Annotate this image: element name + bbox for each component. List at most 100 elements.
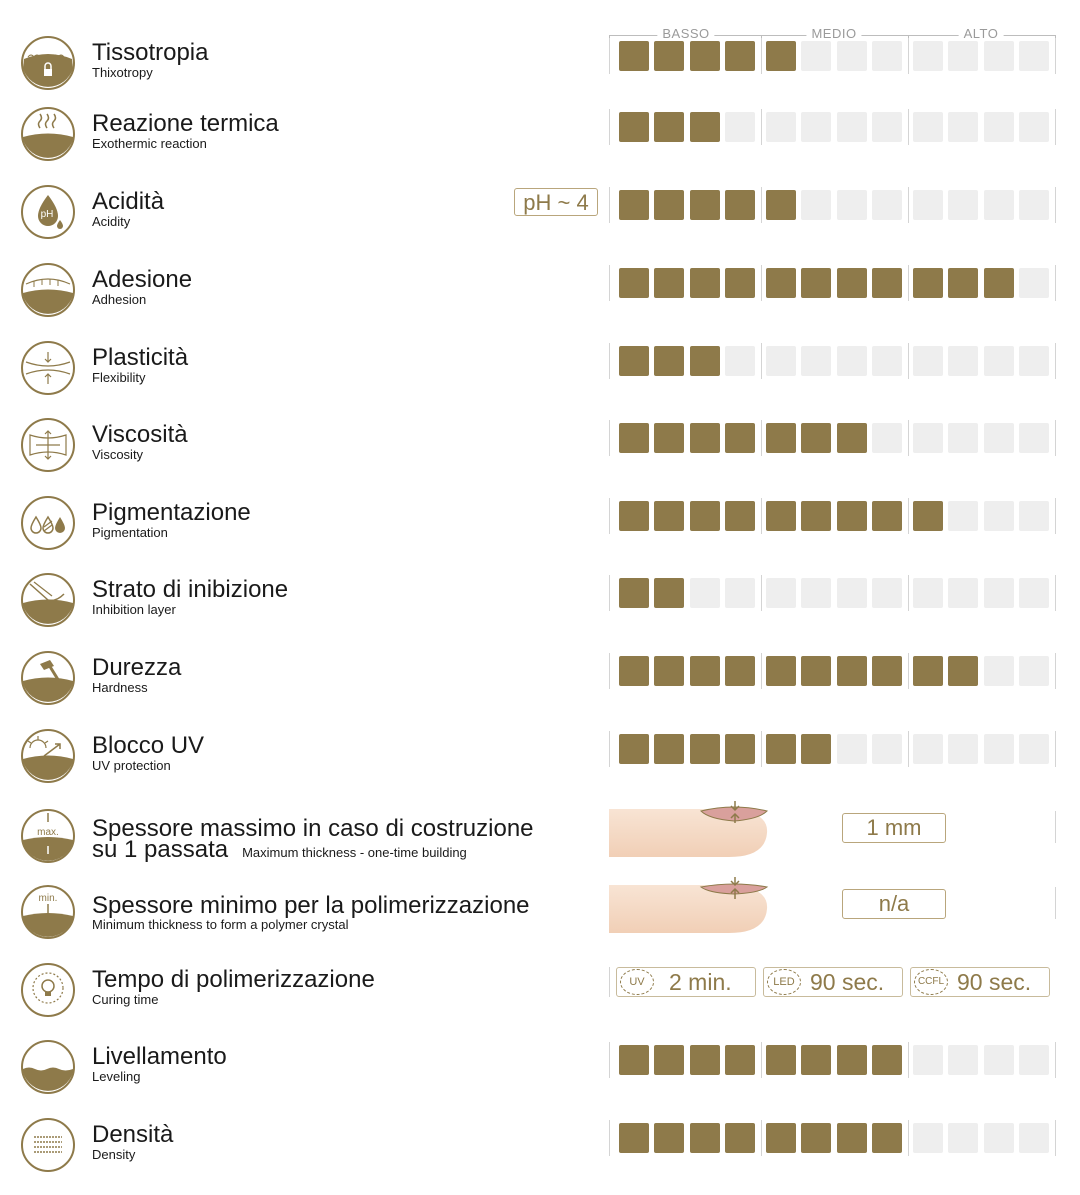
meter-separator [609,575,610,611]
level-square-empty [948,346,979,376]
row-title: Adesione [92,266,193,293]
level-square-filled [871,268,902,298]
meter-separator [908,187,909,223]
level-square-filled [689,268,720,298]
level-square-empty [948,734,979,764]
level-square-filled [871,501,902,531]
cure-time: 90 sec. [810,969,885,995]
level-square-empty [983,734,1014,764]
level-square-empty [871,41,902,71]
level-square-empty [913,578,943,608]
level-square-filled [654,423,685,453]
pigmentation-drops-icon [20,495,76,551]
row-title: Viscosità [92,421,188,448]
thixotropy-icon [20,35,76,91]
meter-separator [609,187,610,223]
level-square-empty [913,734,943,764]
level-square-filled [766,190,796,220]
row-subtitle: Density [92,1147,136,1162]
property-row: Strato di inibizione Inhibition layer [0,572,1080,650]
level-square-empty [1018,346,1049,376]
scale-label-mid: MEDIO [806,26,862,41]
level-square-filled [619,578,649,608]
level-square-empty [983,41,1014,71]
property-row: Reazione termica Exothermic reaction [0,106,1080,184]
row-subtitle: Minimum thickness to form a polymer crys… [92,917,349,932]
meter-separator [908,731,909,767]
property-row: Livellamento Leveling [0,1039,1080,1117]
level-square-filled [654,734,685,764]
meter-separator [1055,420,1056,456]
level-square-empty [913,1045,943,1075]
level-square-filled [801,656,832,686]
level-square-filled [689,1123,720,1153]
level-square-filled [654,112,685,142]
level-square-filled [871,656,902,686]
min-thickness-value: n/a [842,889,946,919]
level-square-empty [1018,656,1049,686]
meter-separator [908,265,909,301]
level-square-filled [983,268,1014,298]
level-square-empty [836,346,867,376]
level-square-empty [689,578,720,608]
flexibility-icon [20,340,76,396]
scale-tick [1055,811,1056,843]
leveling-icon [20,1039,76,1095]
property-row: pH Acidità Acidity pH ~ 4 [0,184,1080,262]
meter-separator [761,265,762,301]
level-meter [609,265,1056,301]
density-icon [20,1117,76,1173]
level-square-filled [836,1123,867,1153]
property-row: Durezza Hardness [0,650,1080,728]
meter-separator [1055,38,1056,74]
level-square-filled [801,423,832,453]
meter-separator [1055,109,1056,145]
row-subtitle: Curing time [92,992,159,1007]
row-title: Acidità [92,188,165,215]
row-title: Livellamento [92,1043,227,1070]
level-square-filled [689,423,720,453]
level-meter [609,420,1056,456]
meter-separator [908,1120,909,1156]
acidity-ph-icon: pH [20,184,76,240]
scale-label-low: BASSO [657,26,715,41]
level-square-filled [619,734,649,764]
level-square-filled [689,346,720,376]
level-square-filled [766,734,796,764]
property-row: Plasticità Flexibility [0,340,1080,418]
max-thickness-row: max. Spessore massimo in caso di costruz… [0,801,1080,886]
finger-illustration [609,801,779,865]
meter-separator [609,109,610,145]
min-thickness-icon: min. [20,884,76,940]
min-thickness-row: min. Spessore minimo per la polimerizzaz… [0,871,1080,962]
level-square-filled [913,501,943,531]
level-square-filled [654,656,685,686]
scale-tick [609,967,610,997]
level-square-filled [724,501,755,531]
level-square-filled [689,656,720,686]
svg-text:max.: max. [37,827,59,838]
level-square-filled [836,268,867,298]
meter-separator [761,109,762,145]
meter-separator [761,1120,762,1156]
level-square-filled [836,501,867,531]
level-square-empty [948,578,979,608]
level-meter [609,1120,1056,1156]
cure-time: 90 sec. [957,969,1032,995]
level-square-empty [1018,734,1049,764]
level-square-empty [1018,190,1049,220]
hammer-icon [20,650,76,706]
meter-separator [761,343,762,379]
level-square-empty [871,190,902,220]
level-square-filled [948,268,979,298]
property-row: Pigmentazione Pigmentation [0,495,1080,573]
level-square-empty [766,578,796,608]
heat-icon [20,106,76,162]
level-square-filled [689,41,720,71]
level-square-empty [801,346,832,376]
level-square-empty [871,578,902,608]
meter-separator [1055,1042,1056,1078]
meter-separator [609,1042,610,1078]
row-title: Densità [92,1121,174,1148]
level-square-empty [983,1123,1014,1153]
